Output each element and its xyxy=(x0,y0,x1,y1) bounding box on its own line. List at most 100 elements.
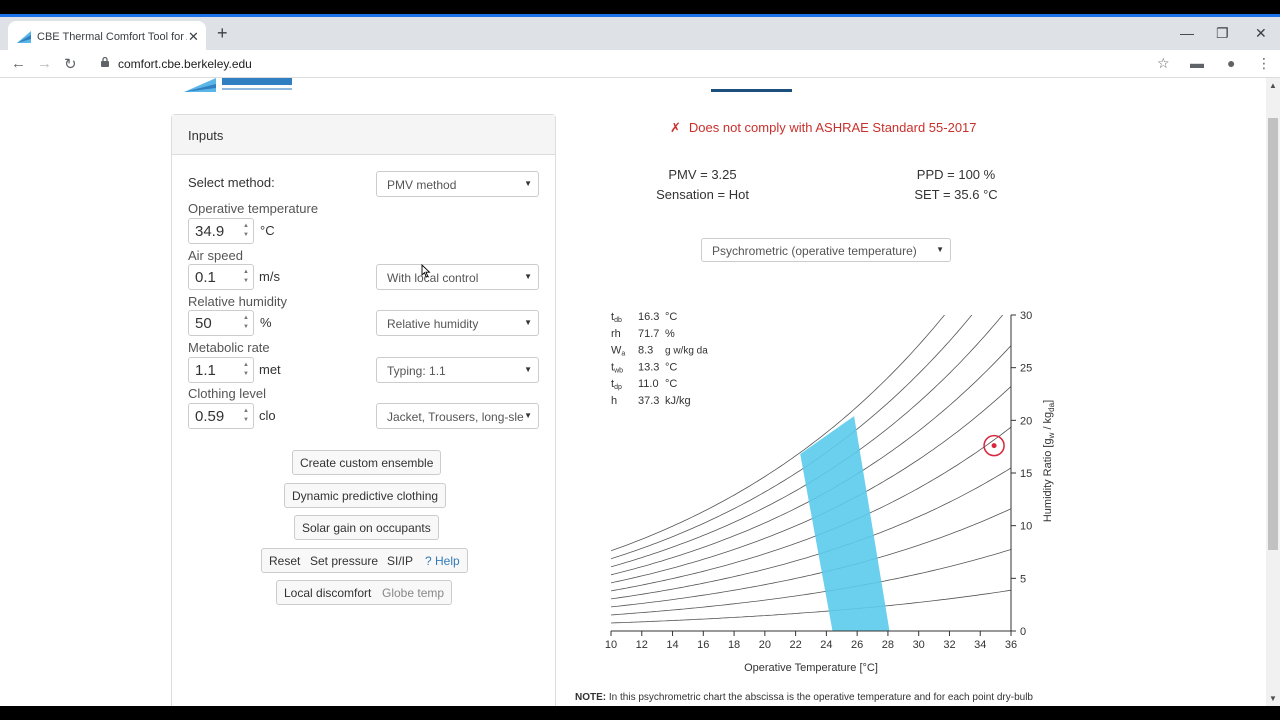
cbe-logo xyxy=(184,78,292,92)
operative-temperature-input[interactable] xyxy=(189,219,237,243)
air-speed-stepper-icon[interactable]: ▲ ▼ xyxy=(243,269,249,284)
pmv-value: PMV = 3.25 xyxy=(668,167,737,182)
air-speed-input-box: ▲▼ xyxy=(188,264,254,290)
set-pressure-button[interactable]: Set pressure xyxy=(303,548,387,573)
metabolic-rate-input[interactable] xyxy=(189,358,237,382)
y-axis-label-part-2: w xyxy=(1047,432,1056,439)
psychrometric-chart[interactable]: 10 12 14 16 18 20 22 24 26 28 30 32 34 360 5 10 15 20 25 30… xyxy=(590,306,1080,706)
scroll-up-icon[interactable]: ▲ xyxy=(1269,81,1277,90)
metabolic-rate-stepper-icon[interactable]: ▲ ▼ xyxy=(243,362,249,377)
clothing-level-stepper-icon[interactable]: ▲ ▼ xyxy=(243,408,249,423)
readout-unit-3: g w/kg da xyxy=(665,346,708,357)
readout-unit-4: °C xyxy=(665,361,677,373)
readout-value-2: 71.7 xyxy=(638,328,659,340)
humidity-type-select[interactable]: Relative humidity ▼ xyxy=(376,310,539,336)
reset-button[interactable]: Reset xyxy=(261,548,309,573)
readout-symbol-4: twb xyxy=(611,361,623,374)
rh-curve-2 xyxy=(611,549,1011,616)
scroll-down-icon[interactable]: ▼ xyxy=(1269,694,1277,703)
clothing-ensemble-select[interactable]: Jacket, Trousers, long-sle ▼ xyxy=(376,403,539,429)
solar-gain-button[interactable]: Solar gain on occupants xyxy=(294,515,439,540)
readout-symbol-3: Wa xyxy=(611,345,625,358)
globe-temp-button[interactable]: Globe temp xyxy=(375,580,453,605)
reload-icon[interactable]: ↻ xyxy=(64,56,77,73)
sensation-value: Sensation = Hot xyxy=(656,187,749,202)
metabolic-rate-label: Metabolic rate xyxy=(188,340,270,355)
forward-icon[interactable]: → xyxy=(37,55,52,72)
bookmark-star-icon[interactable]: ☆ xyxy=(1157,55,1170,71)
profile-icon[interactable]: ● xyxy=(1227,55,1236,71)
rh-curve-4 xyxy=(611,467,1011,600)
relative-humidity-label: Relative humidity xyxy=(188,294,287,309)
readout-symbol-5: tdp xyxy=(611,378,622,391)
air-speed-unit: m/s xyxy=(259,269,280,284)
menu-icon[interactable]: ⋮ xyxy=(1257,55,1271,71)
y-axis-label-part-3: / kg xyxy=(1042,412,1054,433)
rh-curve-1 xyxy=(611,589,1011,624)
activity-select[interactable]: Typing: 1.1 ▼ xyxy=(376,357,539,383)
tab-close-icon[interactable]: ✕ xyxy=(188,29,199,44)
readout-subscript-5: dp xyxy=(614,384,622,391)
operative-temperature-stepper-icon[interactable]: ▲ ▼ xyxy=(243,223,249,238)
readout-subscript-4: wb xyxy=(613,367,623,374)
new-tab-icon[interactable]: + xyxy=(217,23,228,43)
x-tick-label-16: 16 xyxy=(697,639,709,651)
window-bottom-edge xyxy=(0,706,1280,720)
air-speed-label: Air speed xyxy=(188,248,243,263)
x-tick-label-20: 20 xyxy=(759,639,771,651)
x-axis-label: Operative Temperature [°C] xyxy=(744,662,878,674)
air-speed-input[interactable] xyxy=(189,265,237,289)
readout-subscript-1: db xyxy=(614,317,622,324)
inputs-header: Inputs xyxy=(172,115,555,155)
local-discomfort-button[interactable]: Local discomfort xyxy=(276,580,380,605)
note-text: In this psychrometric chart the abscissa… xyxy=(606,692,1033,703)
dynamic-predictive-clothing-button[interactable]: Dynamic predictive clothing xyxy=(284,483,447,508)
current-condition-point xyxy=(991,443,997,449)
x-tick-label-36: 36 xyxy=(1005,639,1017,651)
relative-humidity-stepper-icon[interactable]: ▲ ▼ xyxy=(243,315,249,330)
local-control-select[interactable]: With local control ▼ xyxy=(376,264,539,290)
omnibox[interactable]: comfort.cbe.berkeley.edu xyxy=(96,53,1176,75)
chart-type-select[interactable]: Psychrometric (operative temperature) ▼ xyxy=(701,238,951,262)
back-icon[interactable]: ← xyxy=(11,55,26,72)
inputs-panel: Inputs xyxy=(171,114,556,706)
minimize-icon[interactable]: — xyxy=(1180,25,1194,41)
method-caret-icon: ▼ xyxy=(524,179,532,188)
current-condition-ring xyxy=(983,434,1005,457)
browser-tab[interactable]: CBE Thermal Comfort Tool for AS ✕ xyxy=(8,21,206,53)
clothing-level-label: Clothing level xyxy=(188,386,267,401)
extension-icon[interactable]: ▬ xyxy=(1190,55,1204,71)
si-ip-button[interactable]: SI/IP xyxy=(380,548,422,573)
y-tick-label-15: 15 xyxy=(1020,468,1032,480)
url-text: comfort.cbe.berkeley.edu xyxy=(118,57,252,71)
compliance-text: Does not comply with ASHRAE Standard 55-… xyxy=(688,120,977,135)
restore-icon[interactable]: ❐ xyxy=(1216,25,1229,41)
readout-unit-6: kJ/kg xyxy=(665,395,691,407)
clothing-ensemble-caret-icon: ▼ xyxy=(524,411,532,420)
active-tab-indicator xyxy=(711,89,792,92)
x-tick-label-10: 10 xyxy=(605,639,617,651)
readout-subscript-3: a xyxy=(621,351,625,358)
window-close-icon[interactable]: ✕ xyxy=(1255,25,1267,41)
page-scrollbar[interactable]: ▲ ▼ xyxy=(1266,78,1280,706)
y-axis-label-part-1: Humidity Ratio [g xyxy=(1042,438,1054,522)
method-select-value: PMV method xyxy=(387,178,457,192)
scrollbar-thumb[interactable] xyxy=(1268,118,1278,550)
x-tick-label-14: 14 xyxy=(666,639,678,651)
relative-humidity-input[interactable] xyxy=(189,311,237,335)
x-tick-label-32: 32 xyxy=(943,639,955,651)
select-method-label: Select method: xyxy=(188,175,275,190)
window-top-edge xyxy=(0,0,1280,14)
create-custom-ensemble-button[interactable]: Create custom ensemble xyxy=(292,450,442,475)
clothing-level-input[interactable] xyxy=(189,404,237,428)
lock-icon xyxy=(101,57,109,67)
tab-strip: CBE Thermal Comfort Tool for AS ✕ + — ❐ … xyxy=(0,14,1280,53)
x-tick-label-28: 28 xyxy=(882,639,894,651)
help-button[interactable]: ? Help xyxy=(418,548,468,573)
operative-temperature-input-box: ▲▼ xyxy=(188,218,254,244)
method-select[interactable]: PMV method ▼ xyxy=(376,171,539,197)
cbe-favicon-icon xyxy=(17,31,31,43)
chart-type-caret-icon: ▼ xyxy=(936,245,944,254)
chart-type-value: Psychrometric (operative temperature) xyxy=(712,244,917,258)
local-control-caret-icon: ▼ xyxy=(524,272,532,281)
